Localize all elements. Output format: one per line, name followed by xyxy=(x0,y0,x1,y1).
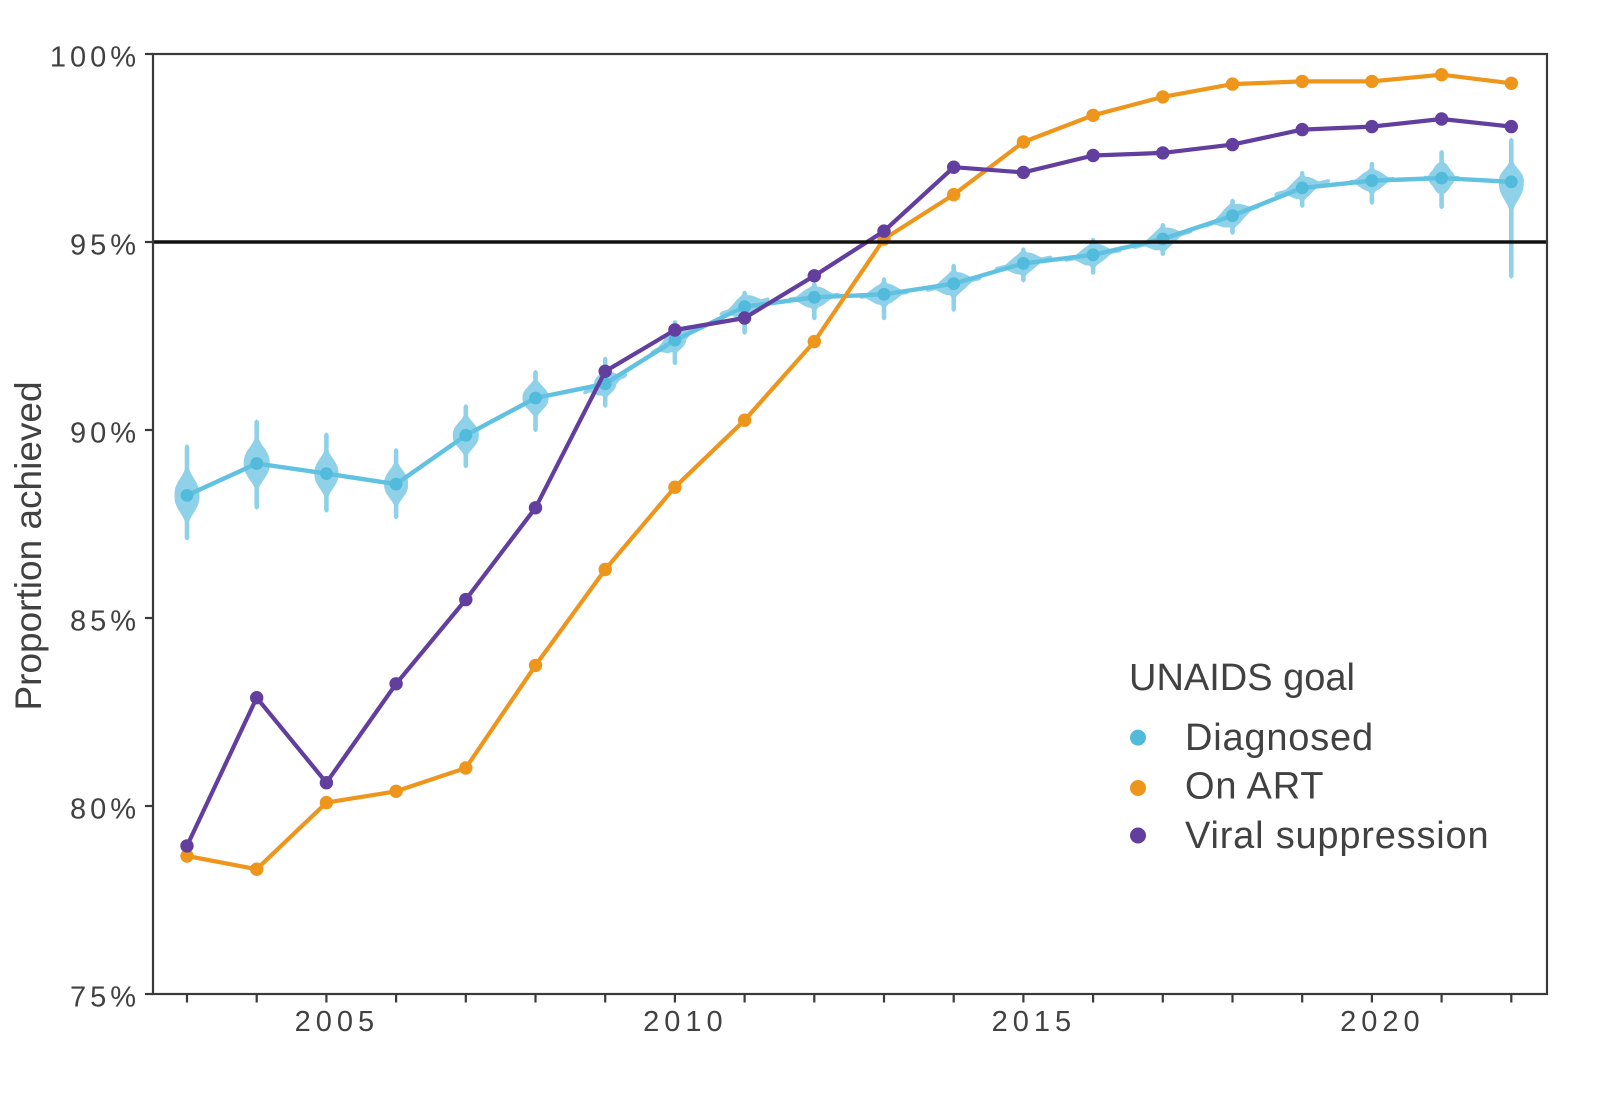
svg-text:Viral suppression: Viral suppression xyxy=(1185,815,1489,857)
svg-text:Proportion achieved: Proportion achieved xyxy=(8,381,49,710)
svg-text:100%: 100% xyxy=(50,42,140,74)
svg-text:90%: 90% xyxy=(70,418,140,450)
svg-text:UNAIDS goal: UNAIDS goal xyxy=(1129,657,1355,699)
svg-text:75%: 75% xyxy=(70,982,140,1014)
svg-text:2010: 2010 xyxy=(643,1006,728,1038)
svg-text:2020: 2020 xyxy=(1340,1006,1425,1038)
svg-text:2005: 2005 xyxy=(295,1006,380,1038)
svg-text:80%: 80% xyxy=(70,794,140,826)
svg-text:95%: 95% xyxy=(70,230,140,262)
svg-text:85%: 85% xyxy=(70,606,140,638)
svg-text:Diagnosed: Diagnosed xyxy=(1185,717,1374,759)
svg-text:2015: 2015 xyxy=(992,1006,1077,1038)
svg-text:On ART: On ART xyxy=(1185,766,1324,808)
